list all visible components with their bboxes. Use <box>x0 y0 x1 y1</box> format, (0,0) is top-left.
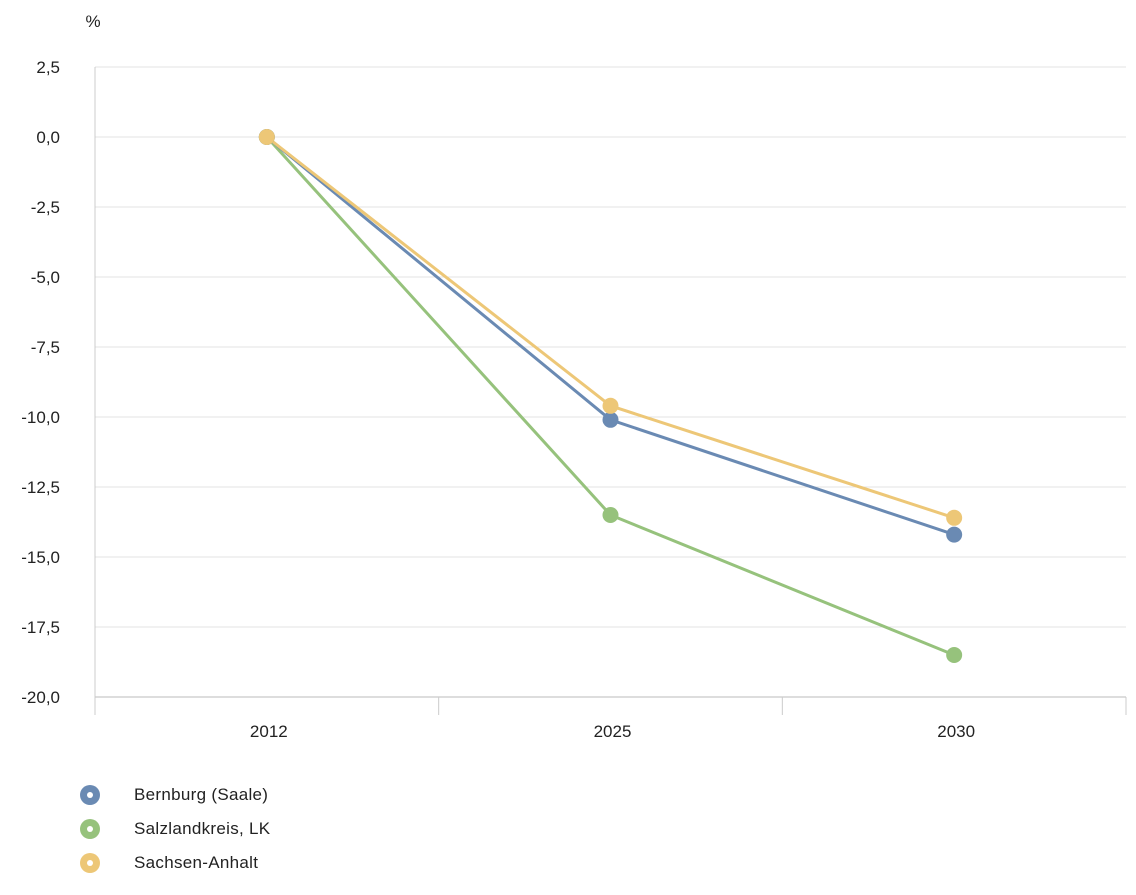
data-point[interactable] <box>602 397 619 414</box>
y-tick-label: -10,0 <box>21 408 60 427</box>
y-tick-label: 2,5 <box>36 58 60 77</box>
series-lines <box>258 129 963 663</box>
y-tick-label: -7,5 <box>31 338 60 357</box>
legend-marker-icon <box>80 853 100 873</box>
y-tick-label: -17,5 <box>21 618 60 637</box>
y-tick-label: -2,5 <box>31 198 60 217</box>
legend-item-salzlandkreis[interactable]: Salzlandkreis, LK <box>80 812 270 846</box>
y-tick-label: -12,5 <box>21 478 60 497</box>
y-tick-label: -5,0 <box>31 268 60 287</box>
legend-item-bernburg[interactable]: Bernburg (Saale) <box>80 778 270 812</box>
legend-item-sachsen-anhalt[interactable]: Sachsen-Anhalt <box>80 846 270 880</box>
y-tick-label: -15,0 <box>21 548 60 567</box>
data-point[interactable] <box>602 411 619 428</box>
legend: Bernburg (Saale) Salzlandkreis, LK Sachs… <box>80 778 270 880</box>
data-point[interactable] <box>258 129 275 145</box>
axes: 2,5 0,0 -2,5 -5,0 -7,5 -10,0 -12,5 -15,0 -17,5 -2… <box>21 58 1127 741</box>
x-tick-label: 2030 <box>937 722 975 741</box>
series-line <box>265 135 956 657</box>
x-tick-label: 2012 <box>250 722 288 741</box>
legend-label: Salzlandkreis, LK <box>134 819 271 838</box>
y-tick-label: -20,0 <box>21 688 60 707</box>
legend-marker-icon <box>80 785 100 805</box>
data-point[interactable] <box>946 647 963 663</box>
data-point[interactable] <box>946 526 963 543</box>
series-line <box>265 135 956 537</box>
gridlines <box>95 66 1126 698</box>
legend-label: Bernburg (Saale) <box>134 785 269 804</box>
y-axis-unit-label: % <box>85 12 100 31</box>
legend-marker-icon <box>80 819 100 839</box>
y-tick-label: 0,0 <box>36 128 60 147</box>
legend-label: Sachsen-Anhalt <box>134 853 259 872</box>
x-tick-label: 2025 <box>594 722 632 741</box>
data-point[interactable] <box>602 507 619 523</box>
data-point[interactable] <box>946 509 963 526</box>
series-line <box>265 135 956 520</box>
